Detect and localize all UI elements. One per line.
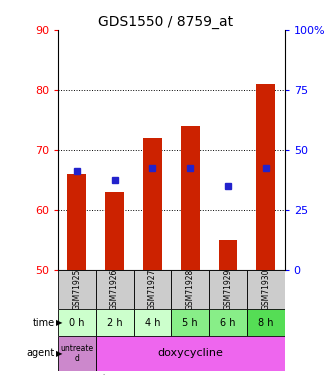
Bar [256, 84, 275, 270]
Bar [96, 270, 133, 309]
Text: doxycycline: doxycycline [157, 348, 223, 358]
Text: GSM71927: GSM71927 [148, 269, 157, 310]
Text: GSM71926: GSM71926 [110, 269, 119, 310]
Bar [96, 336, 285, 371]
Text: time: time [32, 318, 55, 327]
Text: GSM71929: GSM71929 [223, 269, 232, 310]
Bar [247, 309, 285, 336]
Text: ▶: ▶ [56, 349, 63, 358]
Text: 2 h: 2 h [107, 318, 122, 327]
Bar [143, 138, 162, 270]
Bar [58, 336, 96, 371]
Text: GSM71928: GSM71928 [186, 269, 195, 310]
Bar [133, 309, 171, 336]
Bar [171, 309, 209, 336]
Text: 5 h: 5 h [182, 318, 198, 327]
Bar [105, 192, 124, 270]
Text: ■: ■ [61, 374, 71, 375]
Text: GSM71925: GSM71925 [72, 269, 81, 310]
Text: count: count [79, 374, 107, 375]
Bar [133, 270, 171, 309]
Bar [68, 174, 86, 270]
Text: 0 h: 0 h [69, 318, 84, 327]
Text: 4 h: 4 h [145, 318, 160, 327]
Bar [209, 270, 247, 309]
Text: agent: agent [26, 348, 55, 358]
Bar [171, 270, 209, 309]
Text: untreate
d: untreate d [60, 344, 93, 363]
Bar [58, 309, 96, 336]
Bar [218, 240, 237, 270]
Text: GSM71930: GSM71930 [261, 269, 270, 310]
Bar [247, 270, 285, 309]
Text: GDS1550 / 8759_at: GDS1550 / 8759_at [98, 15, 233, 29]
Bar [96, 309, 133, 336]
Text: 6 h: 6 h [220, 318, 236, 327]
Text: 8 h: 8 h [258, 318, 273, 327]
Text: ▶: ▶ [56, 318, 63, 327]
Bar [181, 126, 200, 270]
Bar [209, 309, 247, 336]
Bar [58, 270, 96, 309]
